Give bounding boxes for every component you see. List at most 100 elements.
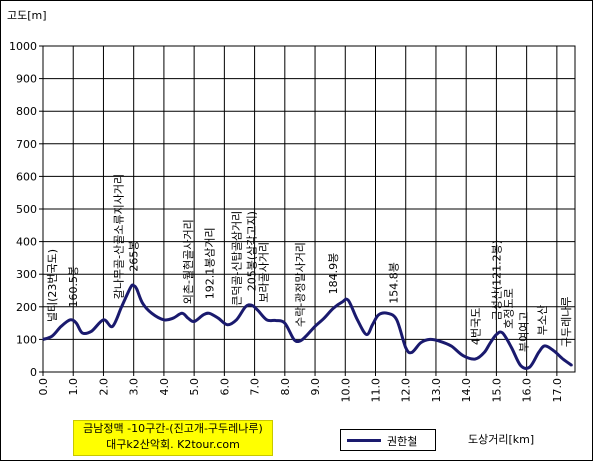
x-tick-label: 13.0: [430, 378, 443, 403]
y-tick-label: 100: [16, 333, 37, 346]
series-point: [42, 338, 44, 341]
series-point: [510, 346, 513, 349]
annotation-label: 호정도로: [503, 288, 516, 328]
series-point: [244, 306, 247, 308]
series-point: [250, 304, 253, 307]
series-point: [450, 345, 452, 347]
series-point: [69, 319, 71, 321]
series-point: [111, 325, 114, 328]
x-tick-label: 2.0: [97, 378, 110, 396]
series-point: [51, 335, 53, 337]
series-point: [365, 333, 368, 336]
series-point: [544, 345, 546, 347]
series-point: [371, 323, 374, 326]
annotation-label: 금성산(121.2봉): [490, 240, 503, 321]
x-tick-label: 12.0: [400, 378, 413, 403]
legend: 권한철: [340, 429, 436, 451]
series-point: [299, 340, 301, 342]
series-point: [132, 284, 135, 287]
y-tick-label: 700: [16, 138, 37, 151]
series-point: [489, 341, 492, 344]
series-point: [284, 322, 286, 324]
x-axis-label: 도상거리[km]: [468, 433, 535, 446]
series-layer: [42, 283, 573, 370]
chart-title-box: 금남정맥 -10구간-(진고개-구두레나루) 대구k2산악회. K2tour.c…: [73, 420, 273, 456]
x-tick-label: 7.0: [249, 378, 262, 396]
series-point: [305, 335, 307, 337]
series-point: [193, 320, 195, 323]
series-point: [181, 312, 183, 315]
series-point: [172, 317, 174, 320]
x-tick-label: 10.0: [339, 378, 352, 403]
series-point: [275, 319, 277, 322]
series-point: [332, 307, 335, 310]
series-point: [377, 314, 380, 316]
series-point: [537, 351, 540, 354]
annotation-label: 널티(23번국도): [46, 249, 59, 322]
series-point: [75, 322, 78, 324]
x-tick-label: 3.0: [128, 378, 141, 396]
series-point: [187, 317, 189, 320]
series-point: [420, 341, 422, 344]
annotation-label: 부소산: [536, 305, 549, 335]
series-point: [519, 364, 522, 367]
series-point: [202, 314, 204, 316]
x-tick-label: 1.0: [67, 378, 80, 396]
x-tick-label: 16.0: [521, 378, 534, 403]
series-point: [404, 346, 407, 349]
y-tick-label: 300: [16, 268, 37, 281]
grid-lines: [43, 46, 575, 372]
series-point: [60, 325, 62, 328]
y-tick-label: 600: [16, 170, 37, 183]
x-tick-label: 17.0: [551, 378, 564, 403]
series-point: [411, 351, 413, 354]
annotation-label: 265봉: [128, 240, 141, 271]
annotation-label: 보라골사거리: [258, 242, 271, 303]
series-point: [347, 299, 350, 302]
y-tick-label: 200: [16, 301, 37, 314]
series-point: [356, 319, 359, 321]
series-point: [528, 366, 531, 368]
series-point: [90, 330, 93, 333]
chart-subtitle: 대구k2산악회. K2tour.com: [106, 438, 240, 451]
annotation-label: 192.1봉삼거리: [203, 227, 216, 299]
series-point: [217, 317, 220, 320]
y-axis-label: 고도[m]: [7, 9, 47, 22]
series-point: [483, 351, 486, 354]
y-tick-label: 1000: [9, 40, 37, 53]
annotation-label: 큰덕골-신탑골삼거리: [231, 211, 244, 306]
series-point: [120, 306, 123, 308]
series-point: [462, 354, 465, 357]
chart-title: 금남정맥 -10구간-(진고개-구두레나루): [83, 422, 263, 435]
annotation-label: 160.5봉: [67, 266, 80, 308]
series-point: [226, 323, 229, 326]
legend-swatch: [347, 439, 381, 442]
series-point: [265, 319, 268, 321]
x-tick-label: 6.0: [218, 378, 231, 396]
series-point: [495, 333, 498, 336]
legend-label: 권한철: [387, 435, 418, 448]
annotation-label: 수락-광정말사거리: [294, 242, 307, 327]
series-point: [293, 338, 295, 341]
series-point: [395, 319, 398, 321]
y-axis-ticks: 0 100 200 300 400 500 600 700 800 900 1000: [9, 40, 43, 379]
series-point: [341, 301, 344, 303]
series-point: [135, 288, 138, 290]
series-point: [323, 317, 325, 320]
x-tick-label: 9.0: [309, 378, 322, 396]
series-point: [102, 319, 105, 321]
x-tick-label: 8.0: [279, 378, 292, 396]
y-tick-label: 900: [16, 73, 37, 86]
x-tick-label: 14.0: [460, 378, 473, 403]
annotation-layer: 널티(23번국도) 160.5봉 갈나무골-산골소류지사거리 265봉 외촌-월현골사거…: [46, 174, 573, 352]
y-tick-label: 0: [30, 366, 37, 379]
x-axis-ticks: 0.0 1.0 2.0 3.0 4.0 5.0 6.0 7.0 8.0 9.0 10.0 11.0 12…: [37, 372, 564, 403]
series-point: [553, 350, 555, 352]
series-point: [386, 312, 389, 315]
annotation-label: 205봉(삼각고지): [246, 211, 259, 291]
series-point: [429, 338, 431, 341]
series-point: [142, 302, 144, 305]
series-point: [151, 312, 153, 315]
